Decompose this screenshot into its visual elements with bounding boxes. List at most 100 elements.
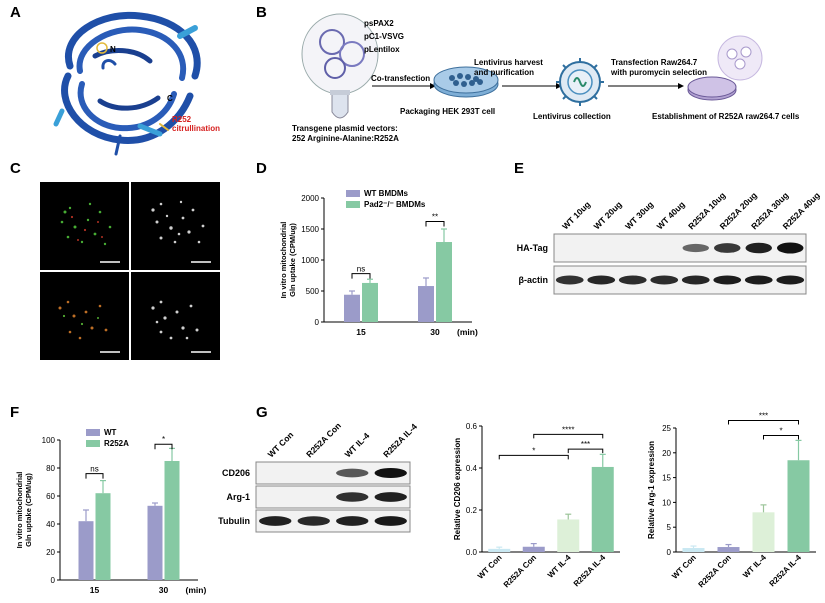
chart-d-gln-uptake: 0 500 1000 1500 2000 In vitro mitochondrialGl… bbox=[279, 189, 478, 337]
y-axis-label-line-1: Gln uptake (CPM/ug) bbox=[288, 223, 297, 297]
y-tick-label-4: 80 bbox=[46, 464, 55, 473]
bar-WTBMDMs-30 bbox=[418, 286, 434, 322]
x-tick-label-1: 30 bbox=[430, 327, 440, 337]
panel-letter-b: B bbox=[256, 4, 267, 21]
y-tick-label-0: 0 bbox=[667, 548, 672, 557]
c-terminus-label: C bbox=[167, 94, 173, 103]
y-tick-label-1: 5 bbox=[667, 523, 672, 532]
blot-row-label-2: Tubulin bbox=[218, 516, 250, 526]
blot-lane-label-2: WT IL-4 bbox=[343, 430, 372, 459]
blot-band-2-1 bbox=[297, 516, 330, 526]
ha-tag-band-7 bbox=[777, 242, 804, 254]
bar-WT-Con bbox=[682, 548, 705, 552]
plasmid-label-2: pLentilox bbox=[364, 45, 400, 54]
bar-WT-IL-4 bbox=[557, 519, 580, 552]
significance-bracket-0 bbox=[85, 473, 104, 479]
microscopy-merged-bottom bbox=[40, 272, 129, 360]
blot-membrane-2 bbox=[255, 509, 411, 533]
y-tick-label-3: 0.6 bbox=[466, 422, 478, 431]
x-tick-label-2: WT IL-4 bbox=[741, 553, 768, 580]
significance-label-0: ns bbox=[357, 265, 365, 274]
n-terminus-label: N bbox=[110, 45, 116, 54]
y-axis-label-line-0: In vitro mitochondrial bbox=[279, 222, 288, 299]
transfection-label-line-1: Transfection Raw264.7 bbox=[611, 58, 698, 67]
actin-band-3 bbox=[650, 275, 679, 285]
y-axis-label: Relative Arg-1 expression bbox=[647, 441, 656, 539]
ha-tag-band-4 bbox=[682, 243, 709, 253]
blot-band-2-3 bbox=[374, 516, 407, 526]
bar-R252A-IL-4 bbox=[591, 466, 614, 552]
significance-label-1: ** bbox=[432, 213, 438, 222]
legend-swatch-0 bbox=[346, 190, 360, 197]
blot-band-1-3 bbox=[374, 492, 407, 502]
y-tick-label-3: 1500 bbox=[301, 225, 319, 234]
bar-R252A-Con bbox=[717, 547, 740, 552]
y-tick-label-2: 40 bbox=[46, 520, 55, 529]
legend-swatch-1 bbox=[346, 201, 360, 208]
legend-label-0: WT BMDMs bbox=[364, 189, 409, 198]
actin-band-2 bbox=[618, 275, 647, 285]
x-tick-label-0: 15 bbox=[356, 327, 366, 337]
lane-label-1: WT 20ug bbox=[592, 199, 624, 231]
significance-label-0: *** bbox=[581, 440, 590, 449]
significance-label-1: * bbox=[532, 446, 535, 455]
x-tick-label-3: R252A IL-4 bbox=[572, 553, 608, 589]
actin-band-0 bbox=[555, 275, 584, 285]
y-tick-label-3: 15 bbox=[662, 474, 671, 483]
bar-R252A-IL-4 bbox=[787, 460, 810, 552]
bar-Pad2BMDMs-15 bbox=[362, 282, 378, 322]
panel-letter-a: A bbox=[10, 4, 21, 21]
x-tick-label-2: WT IL-4 bbox=[546, 553, 573, 580]
significance-label-2: **** bbox=[562, 425, 574, 434]
x-unit-label: (min) bbox=[186, 585, 207, 595]
y-tick-label-1: 500 bbox=[306, 287, 320, 296]
plasmid-label-0: psPAX2 bbox=[364, 19, 394, 28]
co-transfection-label: Co-transfection bbox=[371, 74, 431, 83]
bar-WTBMDMs-15 bbox=[344, 294, 360, 322]
y-tick-label-1: 20 bbox=[46, 548, 55, 557]
y-tick-label-5: 25 bbox=[662, 424, 671, 433]
blot-band-0-3 bbox=[374, 468, 407, 478]
actin-band-1 bbox=[587, 275, 616, 285]
x-tick-label-0: WT Con bbox=[476, 553, 504, 581]
bar-WT-15 bbox=[78, 521, 94, 580]
actin-band-6 bbox=[744, 275, 773, 285]
harvest-label-line-1: Lentivirus harvest bbox=[474, 58, 543, 67]
microscopy-merged-top bbox=[40, 182, 129, 270]
x-tick-label-0: 15 bbox=[90, 585, 100, 595]
x-tick-label-1: R252A Con bbox=[502, 553, 538, 589]
bar-R252A-15 bbox=[95, 493, 111, 580]
significance-bracket-0 bbox=[567, 448, 604, 454]
y-tick-label-0: 0 bbox=[315, 318, 320, 327]
y-tick-label-4: 2000 bbox=[301, 194, 319, 203]
workflow-schematic bbox=[301, 13, 763, 119]
x-tick-label-3: R252A IL-4 bbox=[768, 553, 804, 589]
actin-band-4 bbox=[681, 275, 710, 285]
bar-R252A-Con bbox=[522, 546, 545, 552]
significance-bracket-1 bbox=[498, 454, 569, 460]
blot-band-2-0 bbox=[259, 516, 292, 526]
tube-caption-line-2: 252 Arginine-Alanine:R252A bbox=[292, 134, 399, 143]
western-blot-e: WT 10ug WT 20ug WT 30ug WT 40ug R252A 10ugR2… bbox=[517, 190, 820, 295]
lane-label-2: WT 30ug bbox=[623, 199, 655, 231]
lentivirus-collection-caption: Lentivirus collection bbox=[533, 112, 611, 121]
blot-lane-label-3: R252A IL-4 bbox=[381, 421, 419, 459]
y-tick-label-2: 10 bbox=[662, 498, 671, 507]
establishment-caption: Establishment of R252A raw264.7 cells bbox=[652, 112, 800, 121]
y-tick-label-3: 60 bbox=[46, 492, 55, 501]
ha-tag-band-5 bbox=[714, 243, 741, 253]
x-tick-label-1: 30 bbox=[159, 585, 169, 595]
microscopy-gray-top bbox=[131, 182, 220, 270]
y-axis-label: Relative CD206 expression bbox=[453, 438, 462, 540]
microscopy-image-grid bbox=[40, 182, 220, 360]
panel-letter-g: G bbox=[256, 404, 268, 421]
significance-bracket-0 bbox=[351, 273, 371, 279]
significance-label-0: * bbox=[779, 426, 782, 435]
panel-letter-f: F bbox=[10, 404, 20, 421]
legend-label-1: Pad2⁻/⁻ BMDMs bbox=[364, 200, 426, 209]
blot-lane-label-1: R252A Con bbox=[304, 421, 343, 460]
y-axis-label-line-1: Gln uptake (CPM/ug) bbox=[24, 473, 33, 547]
significance-bracket-1 bbox=[425, 221, 445, 227]
legend-label-1: R252A bbox=[104, 439, 129, 448]
significance-label-0: ns bbox=[90, 465, 98, 474]
